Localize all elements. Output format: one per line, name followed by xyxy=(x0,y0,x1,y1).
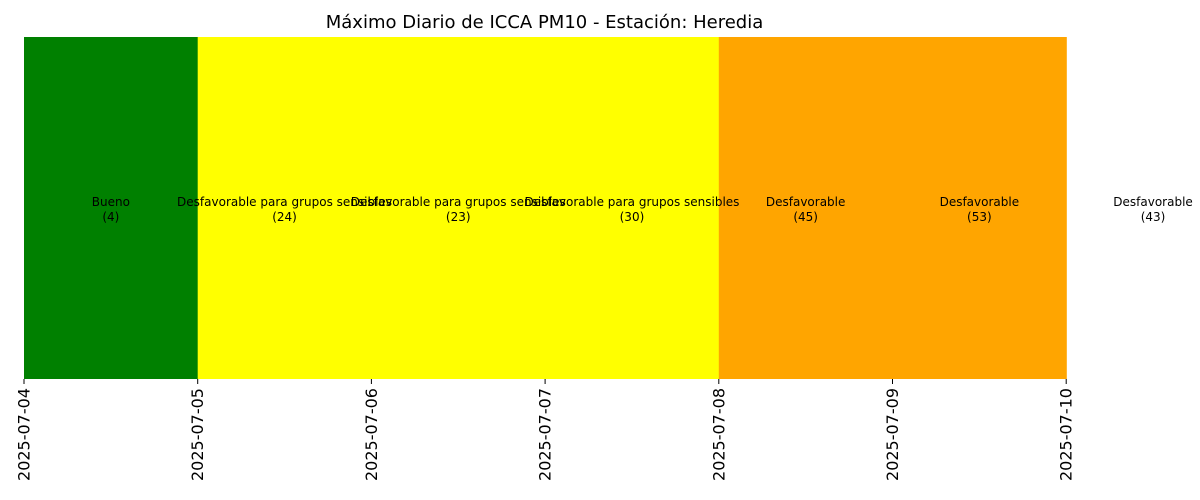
cell-value: (4) xyxy=(102,210,119,224)
cell-value: (24) xyxy=(272,210,297,224)
cell-value: (43) xyxy=(1141,210,1166,224)
cell-label: Desfavorable para grupos sensibles (24) xyxy=(177,195,392,224)
cell-category: Desfavorable para grupos sensibles xyxy=(524,195,739,209)
heatmap-cells xyxy=(24,37,1067,379)
cell-category: Desfavorable xyxy=(940,195,1020,209)
cell-category: Desfavorable para grupos sensibles xyxy=(351,195,566,209)
cell-category: Desfavorable para grupos sensibles xyxy=(177,195,392,209)
cell-value: (30) xyxy=(620,210,645,224)
heatmap-cell xyxy=(892,37,1067,379)
cell-value: (23) xyxy=(446,210,471,224)
x-axis: 2025-07-04 2025-07-05 2025-07-06 2025-07-07… xyxy=(15,379,1076,481)
x-tick-label: 2025-07-06 xyxy=(362,388,381,481)
x-tick-label: 2025-07-04 xyxy=(15,388,34,481)
heatmap-cell xyxy=(718,37,894,379)
cell-category: Bueno xyxy=(92,195,130,209)
x-tick-label: 2025-07-07 xyxy=(536,388,555,481)
x-tick-label: 2025-07-05 xyxy=(188,388,207,481)
heatmap-cell xyxy=(24,37,199,379)
heatmap-cell xyxy=(197,37,372,379)
cell-category: Desfavorable xyxy=(766,195,846,209)
cell-value: (45) xyxy=(793,210,818,224)
x-tick-label: 2025-07-09 xyxy=(883,388,902,481)
heatmap-cell xyxy=(545,37,720,379)
cell-value: (53) xyxy=(967,210,992,224)
cell-labels: Bueno (4) Desfavorable para grupos sensibl… xyxy=(92,195,1193,224)
cell-label: Bueno (4) xyxy=(92,195,130,224)
cell-label: Desfavorable para grupos sensibles (23) xyxy=(351,195,566,224)
cell-label: Desfavorable (45) xyxy=(766,195,846,224)
x-tick-label: 2025-07-08 xyxy=(709,388,728,481)
cell-category: Desfavorable xyxy=(1113,195,1193,209)
cell-label: Desfavorable para grupos sensibles (30) xyxy=(524,195,739,224)
cell-label: Desfavorable (53) xyxy=(940,195,1020,224)
cell-label: Desfavorable (43) xyxy=(1113,195,1193,224)
x-tick-label: 2025-07-10 xyxy=(1057,388,1076,481)
heatmap-cell xyxy=(371,37,546,379)
chart-title: Máximo Diario de ICCA PM10 - Estación: H… xyxy=(325,12,764,33)
